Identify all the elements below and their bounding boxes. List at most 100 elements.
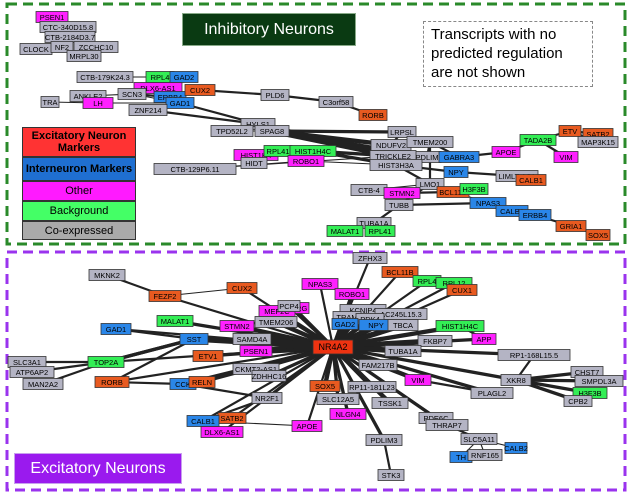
node-box	[417, 335, 453, 347]
inhibitory-node: CTB-179K24.3	[76, 71, 134, 83]
node-label: LMO1	[420, 180, 440, 189]
legend-excitatory: Excitatory Neuron Markers	[22, 127, 136, 157]
excitatory-nodes: ZFHX3 BCL11B RPL4 RPL12 MKNK2 CUX2 NPAS3 CUX1 FE…	[7, 252, 624, 481]
node-label: CTB-129P6.11	[170, 165, 219, 174]
node-box	[66, 50, 102, 62]
node-box	[326, 225, 364, 237]
node-label: RPL4	[418, 277, 437, 286]
excitatory-node: RP1-168L15.5	[497, 349, 571, 361]
inhibitory-node: ROBO1	[287, 155, 325, 167]
node-label: GRIA1	[560, 222, 583, 231]
node-box	[100, 323, 132, 335]
excitatory-node: TOP2A	[87, 356, 125, 368]
node-label: DLX6-AS1	[204, 428, 239, 437]
node-label: NPAS3	[476, 199, 500, 208]
node-box	[358, 109, 388, 121]
excitatory-node: PSEN1	[239, 345, 273, 357]
node-box	[352, 252, 388, 264]
node-label: PDLIM	[416, 153, 439, 162]
node-box	[518, 209, 552, 221]
node-box	[500, 374, 532, 386]
node-label: SOX5	[588, 231, 608, 240]
node-box	[585, 229, 611, 241]
node-label: CUX2	[190, 86, 210, 95]
node-label: LRPSL	[390, 128, 414, 137]
node-box	[404, 374, 432, 386]
node-label: VIM	[559, 153, 572, 162]
excitatory-node: HIST1H4C	[435, 320, 485, 332]
node-label: TOP2A	[94, 358, 118, 367]
inhibitory-node: PLD6	[260, 89, 290, 101]
node-label: VIM	[411, 376, 424, 385]
node-label: RORB	[362, 111, 384, 120]
node-label: TUBA1A	[388, 347, 417, 356]
node-box	[471, 333, 497, 345]
inhibitory-node: RORB	[358, 109, 388, 121]
node-label: FEZF2	[154, 292, 177, 301]
node-label: KCNIP4	[349, 306, 376, 315]
node-label: FAM217B	[362, 361, 395, 370]
edge	[201, 345, 335, 423]
node-box	[331, 318, 359, 330]
inhibitory-node: HIST1H4C	[289, 145, 337, 157]
node-label: SLC12A5	[322, 395, 354, 404]
node-label: APP	[476, 335, 491, 344]
excitatory-node: TBCA	[387, 319, 419, 331]
excitatory-node: STK3	[377, 469, 405, 481]
inhibitory-node: GABRA3	[438, 151, 480, 163]
node-label: RPL41	[369, 227, 392, 236]
node-box	[169, 71, 199, 83]
node-label: NLGN4	[335, 410, 360, 419]
node-box	[260, 89, 290, 101]
node-box	[156, 315, 194, 327]
node-box	[497, 349, 571, 361]
node-label: SCN3	[122, 90, 142, 99]
node-label: PSEN1	[40, 13, 65, 22]
excitatory-node: DLX6-AS1	[200, 426, 244, 438]
node-box	[347, 381, 397, 393]
node-label: STK3	[382, 471, 401, 480]
node-box	[309, 380, 341, 392]
node-label: HYLS1	[246, 120, 270, 129]
excitatory-node: CUX1	[446, 284, 478, 296]
inhibitory-node: RPL41	[263, 145, 293, 157]
inhibitory-node: ERBB4	[518, 209, 552, 221]
excitatory-node: CALB1	[186, 415, 220, 427]
inhibitory-node: NF2	[50, 41, 74, 53]
node-box	[470, 387, 514, 399]
node-label: RNF165	[471, 451, 499, 460]
node-label: NR2F1	[255, 394, 279, 403]
node-box	[504, 442, 528, 454]
node-label: HIST1H4C	[295, 147, 332, 156]
excitatory-node: CUX2	[226, 282, 258, 294]
node-label: TUBA1A	[359, 219, 388, 228]
excitatory-node: NLGN4	[329, 408, 367, 420]
excitatory-node: APP	[471, 333, 497, 345]
inhibitory-node: TRA	[40, 96, 60, 108]
inhibitory-node: VIM	[553, 151, 579, 163]
node-box	[40, 96, 60, 108]
node-label: SLC5A11	[463, 435, 495, 444]
node-label: TBCA	[393, 321, 413, 330]
excitatory-node: APOE	[291, 420, 323, 432]
node-box	[406, 136, 454, 148]
inhibitory-node: LH	[82, 97, 114, 109]
node-label: AC245L15.3	[380, 310, 422, 319]
node-box	[383, 187, 421, 199]
node-box	[381, 266, 419, 278]
node-box	[87, 356, 125, 368]
excitatory-node: MALAT1	[156, 315, 194, 327]
node-box	[291, 420, 323, 432]
node-box	[128, 104, 168, 116]
node-label: FKBP7	[423, 337, 447, 346]
legend-interneuron-label: Interneuron Markers	[25, 163, 133, 175]
node-label: CHST7	[575, 368, 600, 377]
node-label: RELN	[192, 378, 212, 387]
inhibitory-node: CTB-4	[350, 184, 388, 196]
edge	[318, 282, 335, 349]
node-label: RPL41	[267, 147, 290, 156]
node-box	[316, 393, 360, 405]
inhibitory-node: ZNF214	[128, 104, 168, 116]
node-label: LH	[93, 99, 103, 108]
node-box	[460, 433, 498, 445]
